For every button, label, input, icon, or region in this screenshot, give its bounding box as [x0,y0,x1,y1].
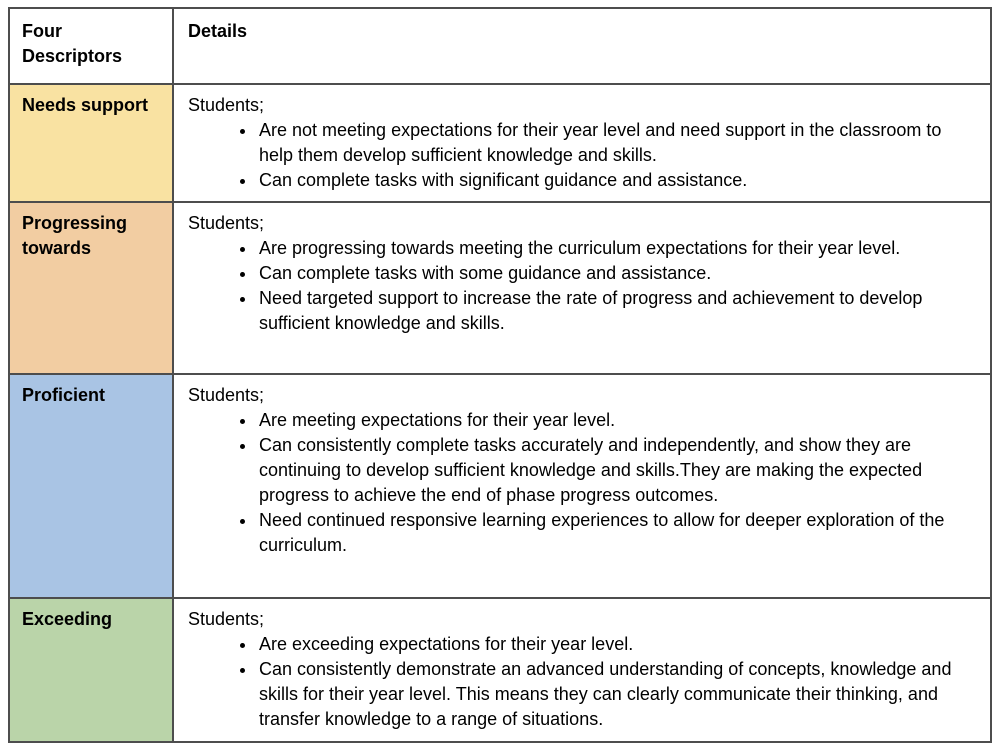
bullet-item: Need targeted support to increase the ra… [257,286,980,336]
bullet-list: Are exceeding expectations for their yea… [188,632,980,732]
bullet-item: Can consistently complete tasks accurate… [257,433,980,508]
header-cell-details: Details [172,7,992,85]
bullet-list: Are progressing towards meeting the curr… [188,236,980,336]
details-cell: Students; Are meeting expectations for t… [172,373,992,599]
details-cell: Students; Are exceeding expectations for… [172,597,992,743]
bullet-item: Are exceeding expectations for their yea… [257,632,980,657]
descriptor-row: Exceeding Students; Are exceeding expect… [8,597,992,743]
bullet-item: Can consistently demonstrate an advanced… [257,657,980,732]
descriptor-row: Needs support Students; Are not meeting … [8,83,992,203]
bullet-item: Are progressing towards meeting the curr… [257,236,980,261]
header-row: Four Descriptors Details [8,7,992,85]
students-intro-label: Students; [188,609,265,629]
descriptor-row: Proficient Students; Are meeting expecta… [8,373,992,599]
details-cell: Students; Are not meeting expectations f… [172,83,992,203]
descriptor-cell: Proficient [8,373,174,599]
bullet-list: Are not meeting expectations for their y… [188,118,980,193]
students-intro-label: Students; [188,213,265,233]
bullet-item: Can complete tasks with significant guid… [257,168,980,193]
bullet-list: Are meeting expectations for their year … [188,408,980,558]
four-descriptors-table: Four Descriptors Details Needs support S… [8,7,992,743]
students-intro-label: Students; [188,95,265,115]
header-cell-four-descriptors: Four Descriptors [8,7,174,85]
bullet-item: Are meeting expectations for their year … [257,408,980,433]
bullet-item: Can complete tasks with some guidance an… [257,261,980,286]
descriptor-label: Progressing towards [22,213,128,258]
descriptor-cell: Needs support [8,83,174,203]
descriptor-cell: Exceeding [8,597,174,743]
students-intro-label: Students; [188,385,265,405]
table-body: Needs support Students; Are not meeting … [8,83,992,743]
bullet-item: Are not meeting expectations for their y… [257,118,980,168]
details-cell: Students; Are progressing towards meetin… [172,201,992,375]
descriptor-row: Progressing towards Students; Are progre… [8,201,992,375]
bullet-item: Need continued responsive learning exper… [257,508,980,558]
descriptor-label: Exceeding [22,609,113,629]
descriptor-cell: Progressing towards [8,201,174,375]
table-header: Four Descriptors Details [8,7,992,85]
descriptor-label: Proficient [22,385,106,405]
descriptor-label: Needs support [22,95,149,115]
